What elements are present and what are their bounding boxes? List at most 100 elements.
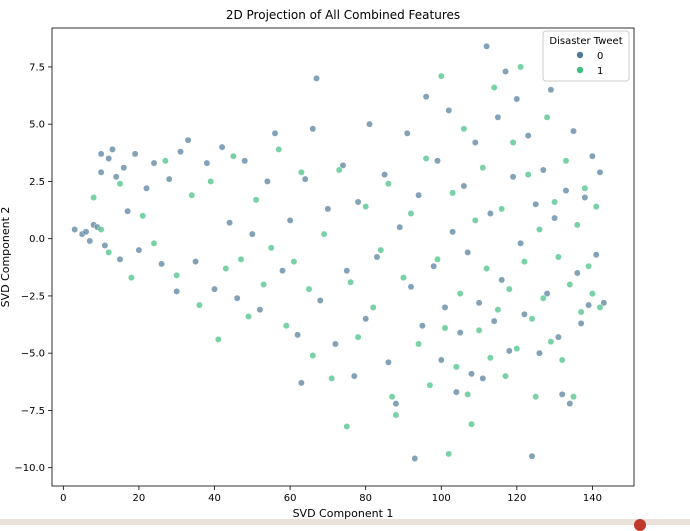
data-point-series-0-65 xyxy=(441,303,449,311)
data-point-series-0-57 xyxy=(407,283,415,291)
data-point-series-0-51 xyxy=(373,253,381,261)
data-point-series-0-52 xyxy=(381,171,389,179)
legend-title: Disaster Tweet xyxy=(549,36,622,47)
data-point-series-0-14 xyxy=(124,207,132,215)
y-axis: −10.0 −7.5 −5.0 −2.5 0.0 2.5 5.0 7.5 xyxy=(14,62,52,474)
legend-box xyxy=(542,30,630,82)
data-point-series-1-58 xyxy=(490,84,498,91)
data-point-series-1-83 xyxy=(585,262,593,270)
data-point-series-0-2 xyxy=(82,228,90,236)
data-point-series-0-37 xyxy=(294,331,302,339)
data-point-series-1-80 xyxy=(573,221,581,229)
data-point-series-0-100 xyxy=(573,269,581,277)
data-point-series-1-61 xyxy=(502,372,509,380)
data-point-series-1-46 xyxy=(445,450,453,458)
data-point-series-0-23 xyxy=(184,136,192,144)
legend: Disaster Tweet 0 1 xyxy=(542,30,630,82)
data-point-series-1-11 xyxy=(207,177,215,185)
data-point-series-0-17 xyxy=(143,184,150,192)
data-point-series-0-92 xyxy=(543,290,551,298)
data-point-series-1-25 xyxy=(309,352,317,359)
data-point-series-0-66 xyxy=(445,106,453,114)
data-point-series-0-50 xyxy=(366,120,373,128)
data-point-series-1-52 xyxy=(468,420,475,428)
data-point-series-0-25 xyxy=(203,159,211,167)
y-tick-label: 7.5 xyxy=(29,62,45,73)
data-point-series-1-37 xyxy=(392,411,400,419)
data-point-series-0-30 xyxy=(241,157,249,165)
data-point-series-1-39 xyxy=(407,210,415,217)
x-tick-label: 0 xyxy=(60,493,66,504)
data-point-series-0-40 xyxy=(309,125,317,133)
data-point-series-1-30 xyxy=(347,278,355,286)
data-point-series-0-24 xyxy=(192,258,200,266)
data-point-series-1-70 xyxy=(536,226,543,233)
chart-svg: 0 20 40 60 80 100 120 140 −10.0 −7.5 −5.0 −2.5 0.0 2… xyxy=(0,8,635,520)
data-point-series-0-80 xyxy=(498,276,506,284)
data-point-series-1-21 xyxy=(282,322,290,330)
data-point-series-1-57 xyxy=(486,354,494,362)
data-point-series-1-9 xyxy=(188,191,196,199)
data-point-series-0-74 xyxy=(475,299,483,307)
data-point-series-1-10 xyxy=(195,301,203,309)
data-point-series-1-28 xyxy=(335,166,343,174)
data-point-series-0-60 xyxy=(418,322,426,330)
data-point-series-0-27 xyxy=(218,143,226,151)
scatter-chart: 0 20 40 60 80 100 120 140 −10.0 −7.5 −5.0 −2.5 0.0 2… xyxy=(0,8,635,520)
data-point-series-1-22 xyxy=(290,258,298,266)
data-point-series-0-10 xyxy=(109,145,116,153)
data-point-series-1-7 xyxy=(161,157,169,165)
data-point-series-1-76 xyxy=(558,356,566,364)
data-point-series-1-51 xyxy=(464,390,472,398)
plot-layer xyxy=(71,42,608,462)
data-point-series-1-60 xyxy=(498,205,506,213)
data-point-series-0-101 xyxy=(577,319,585,327)
data-point-series-1-55 xyxy=(479,164,487,172)
data-point-series-0-91 xyxy=(539,166,547,174)
data-point-series-0-104 xyxy=(588,152,596,160)
data-point-series-1-54 xyxy=(475,326,483,334)
x-tick-label: 80 xyxy=(359,493,372,504)
data-point-series-1-85 xyxy=(592,203,600,211)
legend-marker-1 xyxy=(576,66,584,74)
data-point-series-1-84 xyxy=(588,290,596,298)
data-point-series-1-49 xyxy=(456,290,464,298)
data-point-series-0-43 xyxy=(324,205,332,213)
data-point-series-0-95 xyxy=(554,333,562,341)
data-point-series-0-53 xyxy=(384,358,392,366)
data-point-series-1-40 xyxy=(415,340,423,348)
data-point-series-1-77 xyxy=(562,157,570,165)
data-point-series-1-73 xyxy=(547,338,555,346)
data-point-series-0-16 xyxy=(135,246,143,254)
y-tick-label: −7.5 xyxy=(21,406,45,417)
data-point-series-0-94 xyxy=(551,214,559,222)
data-point-series-0-58 xyxy=(411,455,419,462)
data-point-series-0-106 xyxy=(596,168,604,176)
data-point-series-0-6 xyxy=(97,150,105,158)
data-point-series-1-5 xyxy=(139,212,147,220)
data-point-series-1-42 xyxy=(426,381,434,389)
data-point-series-1-4 xyxy=(127,274,135,282)
data-point-series-1-13 xyxy=(222,265,230,272)
data-point-series-1-67 xyxy=(524,171,532,179)
data-point-series-0-26 xyxy=(211,285,218,293)
data-point-series-1-34 xyxy=(377,246,385,254)
data-point-series-1-8 xyxy=(173,271,181,279)
data-point-series-0-0 xyxy=(71,226,79,233)
data-point-series-0-54 xyxy=(392,400,400,408)
data-point-series-0-32 xyxy=(256,306,264,314)
data-point-series-0-81 xyxy=(502,68,509,75)
window-bottom-strip xyxy=(0,519,690,525)
data-point-series-1-65 xyxy=(517,63,525,71)
data-point-series-0-98 xyxy=(566,400,574,408)
data-point-series-0-29 xyxy=(233,294,241,302)
data-point-series-1-81 xyxy=(577,308,585,316)
data-point-series-0-15 xyxy=(131,150,139,158)
data-point-series-0-67 xyxy=(449,228,457,236)
data-point-series-1-44 xyxy=(437,72,445,80)
data-point-series-0-8 xyxy=(101,242,109,249)
data-point-series-1-31 xyxy=(354,333,362,341)
data-point-series-1-0 xyxy=(90,194,98,201)
data-point-series-0-73 xyxy=(471,139,479,146)
data-point-series-0-39 xyxy=(301,175,309,183)
